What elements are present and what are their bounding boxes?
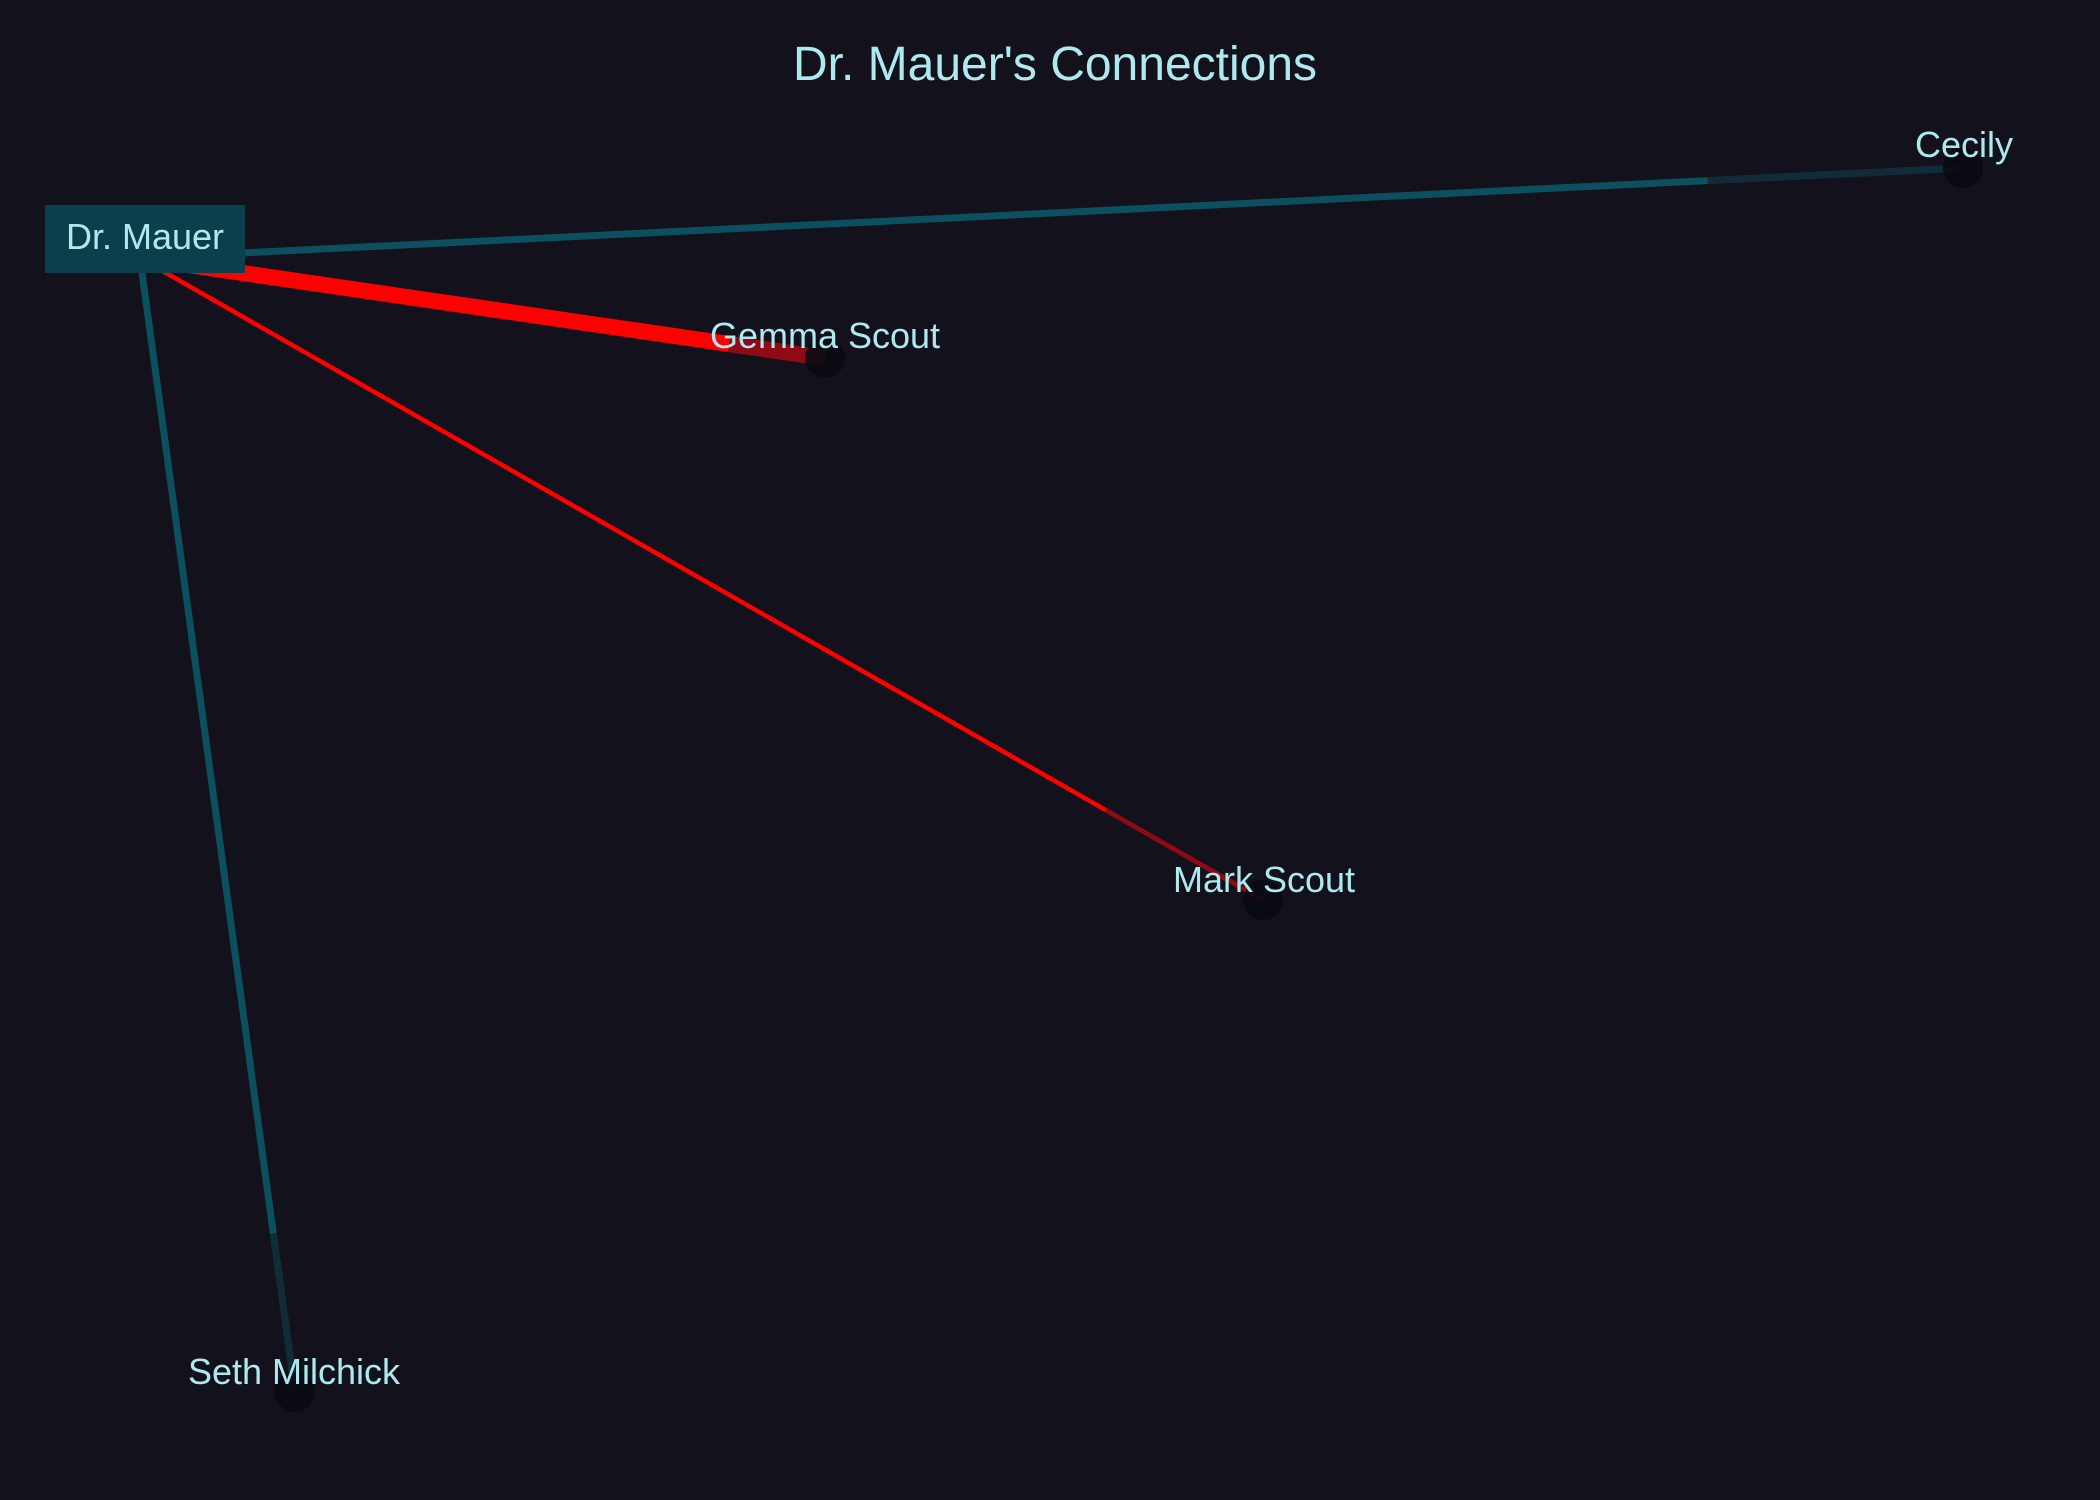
- edge-arrow-tail: [269, 1232, 299, 1393]
- node-mauer: Dr. Mauer: [45, 205, 245, 273]
- edge-line: [136, 257, 299, 1393]
- edge-mauer-mark: [138, 256, 1265, 902]
- node-mark: Mark Scout: [1173, 859, 1355, 920]
- node-dot: [805, 338, 845, 378]
- node-dot: [1943, 148, 1983, 188]
- node-dot: [1243, 880, 1283, 920]
- node-seth: Seth Milchick: [188, 1351, 401, 1412]
- edge-arrow-tail: [1707, 164, 1964, 185]
- node-label: Cecily: [1915, 124, 2013, 165]
- node-label: Seth Milchick: [188, 1351, 401, 1392]
- edge-line: [139, 164, 1964, 262]
- edge-mauer-cecily: [139, 164, 1964, 262]
- node-cecily: Cecily: [1915, 124, 2013, 188]
- node-gemma: Gemma Scout: [710, 315, 940, 378]
- edge-mauer-seth: [136, 257, 299, 1393]
- diagram-title: Dr. Mauer's Connections: [793, 38, 1317, 91]
- edge-line: [138, 256, 1265, 902]
- nodes-layer: Dr. Mauer Cecily Gemma Scout Mark Scout Seth…: [45, 124, 2013, 1412]
- center-node-label: Dr. Mauer: [66, 216, 224, 257]
- edges-layer: [136, 164, 1964, 1393]
- edge-arrow-tail: [1104, 808, 1265, 902]
- node-dot: [275, 1372, 315, 1412]
- edge-line: [138, 250, 827, 366]
- node-label: Gemma Scout: [710, 315, 940, 356]
- center-node-box: [45, 205, 245, 273]
- node-label: Mark Scout: [1173, 859, 1355, 900]
